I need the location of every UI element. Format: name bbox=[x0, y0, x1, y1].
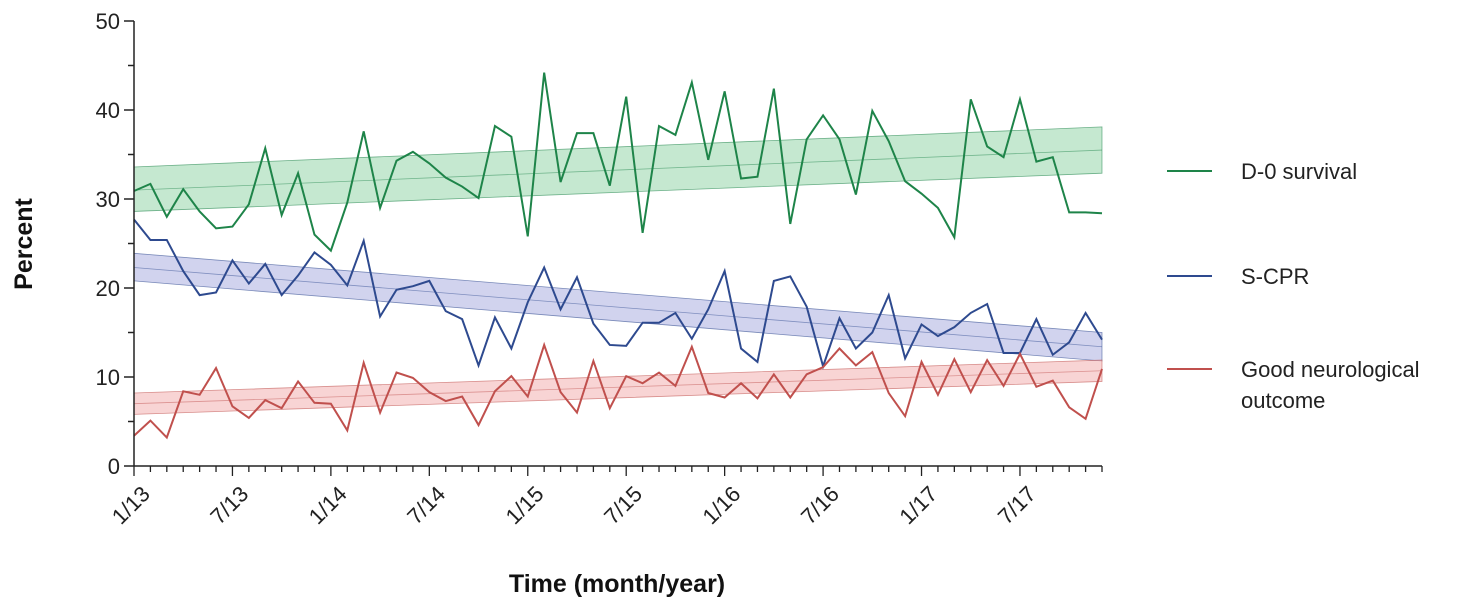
x-tick-label: 7/14 bbox=[402, 481, 450, 529]
x-tick-label: 1/15 bbox=[501, 481, 549, 529]
x-tick-label: 7/15 bbox=[599, 481, 647, 529]
y-tick-label: 40 bbox=[96, 98, 120, 123]
series-line-good-neurological-outcome bbox=[133, 341, 1103, 440]
series-line-s-cpr bbox=[133, 218, 1103, 370]
legend: D-0 survival S-CPR Good neurological outcom… bbox=[1167, 159, 1420, 413]
trend-line-d-0-survival bbox=[133, 149, 1103, 191]
series-lines bbox=[133, 72, 1103, 440]
x-axis-title: Time (month/year) bbox=[509, 570, 725, 598]
legend-label: S-CPR bbox=[1241, 264, 1309, 289]
y-axis-title: Percent bbox=[10, 197, 38, 289]
series-line-d-0-survival bbox=[133, 72, 1103, 253]
x-tick-label: 7/17 bbox=[993, 481, 1041, 529]
legend-label: outcome bbox=[1241, 388, 1325, 413]
y-tick-label: 10 bbox=[96, 365, 120, 390]
x-tick-label: 7/16 bbox=[796, 481, 844, 529]
x-tick-label: 1/16 bbox=[698, 481, 746, 529]
legend-label: D-0 survival bbox=[1241, 159, 1357, 184]
x-tick-label: 7/13 bbox=[205, 481, 253, 529]
trend-line-s-cpr bbox=[133, 267, 1103, 348]
trend-line-good-neurological-outcome bbox=[133, 370, 1103, 405]
y-tick-label: 30 bbox=[96, 187, 120, 212]
y-tick-label: 0 bbox=[108, 454, 120, 479]
x-tick-label: 1/14 bbox=[304, 481, 352, 529]
x-tick-label: 1/13 bbox=[107, 481, 155, 529]
x-tick-label: 1/17 bbox=[894, 481, 942, 529]
y-tick-label: 50 bbox=[96, 9, 120, 34]
y-tick-label: 20 bbox=[96, 276, 120, 301]
legend-label: Good neurological bbox=[1241, 357, 1420, 382]
